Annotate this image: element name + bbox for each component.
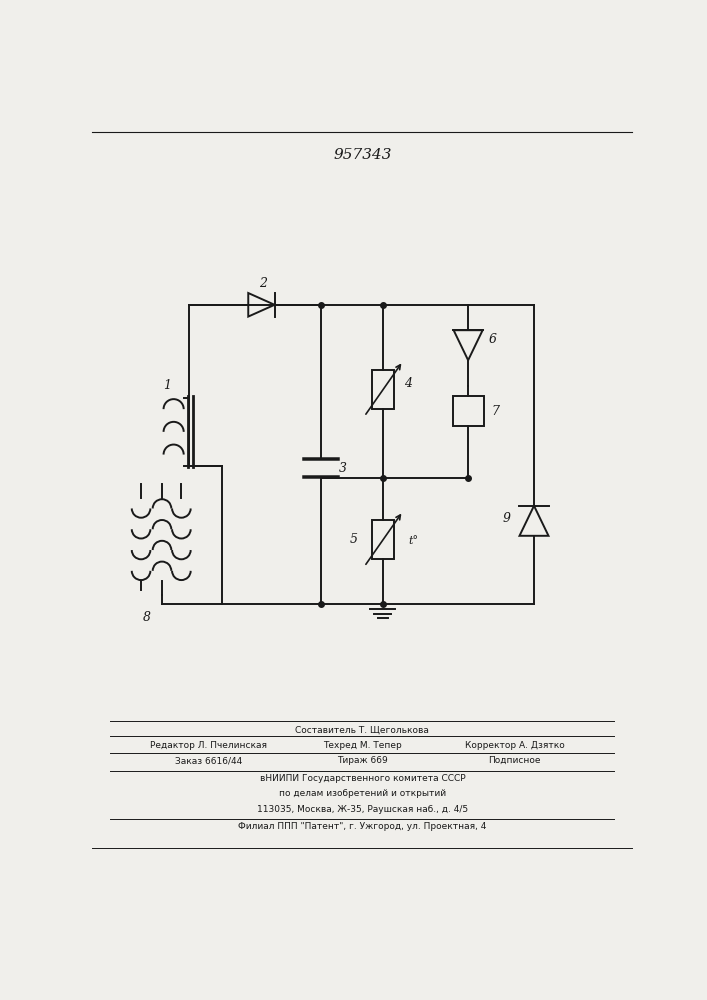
Text: 957343: 957343 [333, 148, 392, 162]
Text: 6: 6 [489, 333, 497, 346]
Text: Корректор А. Дзятко: Корректор А. Дзятко [464, 741, 564, 750]
Text: t°: t° [409, 536, 419, 546]
Text: Филиал ППП "Патент", г. Ужгород, ул. Проектная, 4: Филиал ППП "Патент", г. Ужгород, ул. Про… [238, 822, 486, 831]
Text: Техред М. Тепер: Техред М. Тепер [323, 741, 402, 750]
Text: Тираж 669: Тираж 669 [337, 756, 387, 765]
Text: Подписное: Подписное [489, 756, 541, 765]
Text: вНИИПИ Государственного комитета СССР: вНИИПИ Государственного комитета СССР [259, 774, 465, 783]
Bar [452, 396, 484, 426]
Text: 113035, Москва, Ж-35, Раушская наб., д. 4/5: 113035, Москва, Ж-35, Раушская наб., д. … [257, 805, 468, 814]
Text: 4: 4 [404, 377, 411, 390]
Bar [372, 520, 394, 559]
Text: 9: 9 [503, 512, 511, 525]
Text: 3: 3 [339, 462, 346, 475]
Text: Составитель Т. Щеголькова: Составитель Т. Щеголькова [296, 725, 429, 734]
Text: 7: 7 [491, 405, 499, 418]
Text: Заказ 6616/44: Заказ 6616/44 [175, 756, 242, 765]
Text: Редактор Л. Пчелинская: Редактор Л. Пчелинская [150, 741, 267, 750]
Text: 5: 5 [349, 533, 358, 546]
Text: 2: 2 [259, 277, 267, 290]
Text: 8: 8 [143, 611, 151, 624]
Bar [372, 370, 394, 409]
Text: по делам изобретений и открытий: по делам изобретений и открытий [279, 789, 446, 798]
Text: 1: 1 [163, 379, 171, 392]
